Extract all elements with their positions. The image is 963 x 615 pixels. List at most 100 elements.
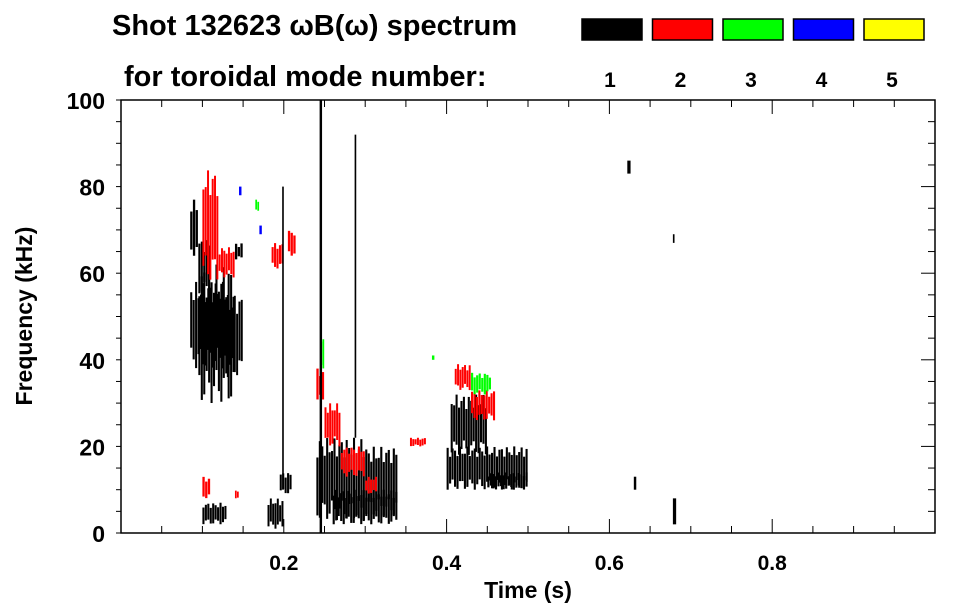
spectrum-mark bbox=[337, 497, 340, 517]
spectrum-mark bbox=[488, 396, 491, 414]
spectrum-mark bbox=[236, 313, 239, 376]
spectrum-mark bbox=[477, 405, 480, 454]
spectrum-mark bbox=[385, 496, 388, 518]
spectrum-mark bbox=[336, 403, 339, 441]
spectrum-mark bbox=[316, 368, 319, 400]
spectrum-mark bbox=[354, 134, 357, 438]
spectrum-mark bbox=[192, 199, 196, 256]
spectrum-mark bbox=[322, 339, 325, 369]
x-tick-label: 0.2 bbox=[269, 552, 298, 575]
spectrum-mark bbox=[221, 248, 223, 273]
spectrum-mark bbox=[360, 495, 363, 525]
spectrum-mark bbox=[331, 410, 334, 444]
spectrum-mark bbox=[494, 476, 498, 490]
spectrum-mark bbox=[483, 455, 486, 490]
spectrum-mark bbox=[221, 506, 225, 523]
spectrum-mark bbox=[498, 449, 501, 483]
spectrum-mark bbox=[212, 292, 216, 387]
spectrum-mark bbox=[224, 505, 227, 520]
spectrum-mark bbox=[216, 196, 219, 280]
spectrum-mark bbox=[205, 297, 208, 371]
spectrum-mark bbox=[267, 504, 270, 527]
spectrum-mark bbox=[217, 507, 220, 521]
spectrum-mark bbox=[479, 404, 483, 443]
spectrum-mark bbox=[518, 452, 521, 488]
spectrum-mark bbox=[395, 491, 398, 520]
spectrum-mark bbox=[503, 456, 506, 486]
axes: 0.2 0.4 0.6 0.8 0 20 40 60 80 100 bbox=[67, 88, 936, 575]
spectrum-mark bbox=[234, 490, 237, 499]
spectrum-mark bbox=[331, 451, 334, 501]
spectrum-mark bbox=[255, 199, 258, 210]
spectrum-mark bbox=[461, 453, 464, 482]
spectrum-mark bbox=[219, 502, 222, 525]
spectrum-mark bbox=[481, 451, 484, 487]
spectrum-mark bbox=[462, 396, 465, 441]
spectrum-mark bbox=[484, 408, 487, 455]
spectrum-mark bbox=[340, 493, 343, 522]
plot-frame bbox=[120, 99, 936, 534]
spectrum-mark bbox=[329, 403, 332, 446]
spectrum-mark bbox=[377, 457, 380, 500]
spectrum-mark bbox=[357, 496, 360, 519]
spectrum-mark bbox=[203, 272, 206, 395]
spectrum-mark bbox=[370, 491, 373, 525]
spectrum-mark bbox=[517, 472, 520, 486]
spectrum-mark bbox=[279, 505, 282, 522]
spectrum-mark bbox=[192, 300, 195, 360]
spectrum-mark bbox=[458, 446, 462, 482]
spectrum-mark bbox=[200, 241, 203, 292]
spectrum-mark bbox=[423, 438, 426, 445]
spectrum-mark bbox=[319, 100, 323, 533]
spectrum-mark bbox=[357, 449, 360, 501]
spectrum-mark bbox=[476, 375, 479, 393]
spectrum-mark bbox=[461, 367, 464, 388]
spectrum-mark bbox=[483, 395, 486, 420]
spectrum-mark bbox=[207, 478, 211, 495]
spectrum-mark bbox=[350, 493, 353, 523]
spectrum-mark bbox=[203, 251, 206, 282]
spectrum-mark bbox=[380, 446, 383, 506]
spectrum-mark bbox=[340, 442, 343, 501]
spectrum-mark bbox=[454, 450, 457, 487]
spectrum-mark bbox=[489, 473, 493, 486]
spectrum-mark bbox=[350, 447, 353, 470]
spectrum-mark bbox=[505, 472, 508, 489]
spectrum-mark bbox=[232, 296, 235, 373]
spectrum-mark bbox=[237, 247, 240, 257]
spectrum-mark bbox=[238, 301, 241, 361]
spectrum-mark bbox=[672, 234, 675, 243]
spectrum-mark bbox=[200, 276, 203, 400]
y-tick-label: 80 bbox=[79, 175, 105, 201]
spectrum-mark bbox=[335, 456, 338, 521]
spectrum-mark bbox=[326, 412, 329, 438]
spectrum-mark bbox=[239, 186, 242, 196]
legend-label-mode-2: 2 bbox=[675, 69, 687, 92]
spectrum-mark bbox=[290, 232, 293, 256]
spectrum-mark bbox=[202, 507, 205, 525]
legend-swatch-mode-5 bbox=[863, 18, 925, 41]
legend-swatch-mode-4 bbox=[792, 18, 855, 41]
spectrum-mark bbox=[332, 495, 335, 525]
spectrum-mark bbox=[457, 364, 460, 386]
spectrum-mark bbox=[293, 235, 296, 254]
spectrum-mark bbox=[473, 392, 476, 418]
spectrum-mark bbox=[321, 446, 324, 503]
spectrum-mark bbox=[282, 186, 284, 490]
spectrum-mark bbox=[493, 446, 496, 488]
legend-label-mode-1: 1 bbox=[604, 69, 616, 92]
spectrum-mark bbox=[362, 457, 365, 520]
spectrum-mark bbox=[490, 393, 493, 416]
spectrum-mark bbox=[208, 268, 211, 383]
spectrum-mark bbox=[338, 412, 341, 447]
spectrum-mark bbox=[326, 438, 329, 519]
spectrum-mark bbox=[377, 494, 380, 523]
spectrum-mark bbox=[225, 297, 228, 374]
spectrum-mark bbox=[343, 457, 346, 515]
spectrum-mark bbox=[321, 372, 325, 400]
legend-swatch-mode-3 bbox=[722, 18, 784, 41]
spectrum-mark bbox=[211, 178, 214, 260]
y-tick-label: 20 bbox=[79, 434, 105, 460]
spectrum-mark bbox=[352, 449, 356, 476]
